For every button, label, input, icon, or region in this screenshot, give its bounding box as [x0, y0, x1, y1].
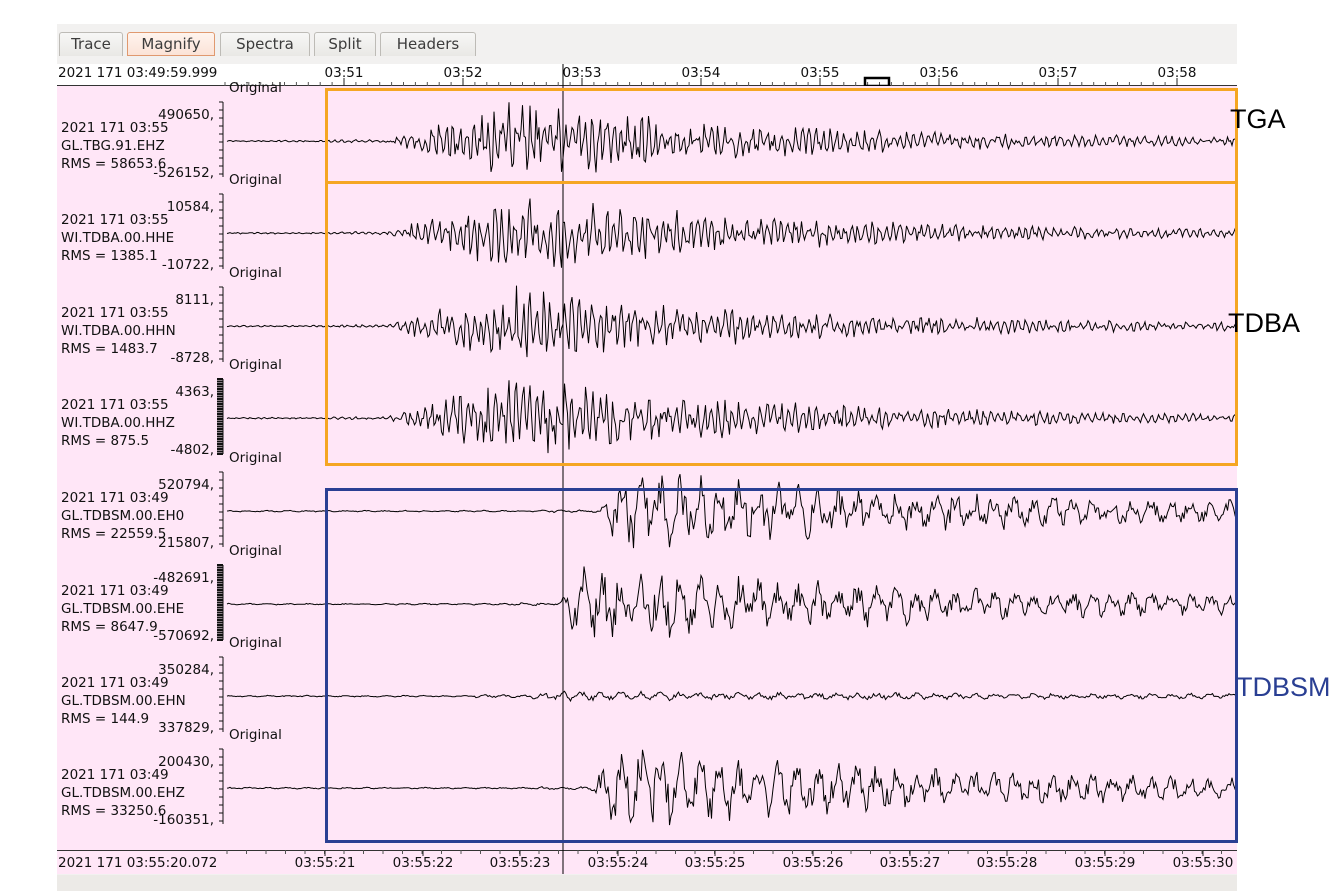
tab-magnify[interactable]: Magnify: [127, 32, 215, 56]
trace-min-amplitude: -570692,: [153, 628, 214, 644]
bottom-axis-tick-label: 03:55:30: [1172, 855, 1234, 871]
top-axis-tick-label: 03:56: [919, 65, 959, 81]
highlight-box-tdba: [325, 181, 1238, 466]
trace-date: 2021 171 03:55: [61, 397, 169, 413]
top-axis-start-label: 2021 171 03:49:59.999: [58, 65, 218, 81]
top-time-axis[interactable]: 2021 171 03:49:59.999 03:51 03:52 03:53 03:…: [57, 64, 1237, 86]
trace-channel: GL.TDBSM.00.EHZ: [61, 785, 185, 801]
top-axis-tick-label: 03:52: [443, 65, 483, 81]
trace-date: 2021 171 03:49: [61, 767, 169, 783]
zoom-window-marker: [863, 76, 891, 86]
trace-rms: RMS = 144.9: [61, 711, 150, 727]
waveform-trace: [226, 690, 1237, 703]
trace-max-amplitude: 8111,: [175, 292, 214, 308]
trace-rms: RMS = 8647.9: [61, 619, 158, 635]
trace-date: 2021 171 03:49: [61, 583, 169, 599]
seismogram-viewer-window: Trace Magnify Spectra Split Headers 2021…: [57, 24, 1237, 891]
bottom-axis-tick-label: 03:55:29: [1074, 855, 1136, 871]
tab-bar: Trace Magnify Spectra Split Headers: [57, 27, 1237, 65]
trace-date: 2021 171 03:55: [61, 212, 169, 228]
trace-date: 2021 171 03:49: [61, 490, 169, 506]
trace-filter-label: Original: [229, 80, 282, 96]
trace-filter-label: Original: [229, 635, 282, 651]
waveform-trace: [226, 285, 1237, 358]
top-axis-tick-label: 03:57: [1038, 65, 1078, 81]
annotation-tdba: TDBA: [1228, 308, 1301, 338]
trace-max-amplitude: 350284,: [158, 662, 214, 678]
waveform-trace: [226, 474, 1237, 549]
bottom-axis-tick-label: 03:55:25: [684, 855, 746, 871]
trace-rms: RMS = 22559.5: [61, 526, 167, 542]
trace-filter-label: Original: [229, 172, 282, 188]
trace-channel: GL.TDBSM.00.EHE: [61, 601, 185, 617]
tab-headers[interactable]: Headers: [380, 32, 476, 56]
trace-min-amplitude: -10722,: [161, 257, 214, 273]
trace-min-amplitude: -526152,: [153, 165, 214, 181]
trace-filter-label: Original: [229, 265, 282, 281]
trace-channel: WI.TDBA.00.HHN: [61, 323, 176, 339]
waveform-trace: [226, 566, 1237, 638]
trace-channel: GL.TDBSM.00.EH0: [61, 508, 185, 524]
trace-min-amplitude: 337829,: [158, 720, 214, 736]
trace-max-amplitude: 4363,: [175, 384, 214, 400]
waveform-trace: [226, 749, 1237, 826]
annotation-tdbsm: TDBSM: [1236, 672, 1331, 702]
trace-min-amplitude: -4802,: [170, 442, 214, 458]
trace-min-amplitude: -8728,: [170, 350, 214, 366]
trace-date: 2021 171 03:55: [61, 120, 169, 136]
trace-rms: RMS = 875.5: [61, 433, 150, 449]
tab-trace[interactable]: Trace: [59, 32, 123, 56]
trace-min-amplitude: 215807,: [158, 535, 214, 551]
trace-filter-label: Original: [229, 727, 282, 743]
top-axis-tick-label: 03:54: [681, 65, 721, 81]
trace-channel: GL.TBG.91.EHZ: [61, 138, 165, 154]
annotation-tga: TGA: [1230, 104, 1286, 134]
trace-channel: WI.TDBA.00.HHZ: [61, 415, 175, 431]
trace-rms: RMS = 1385.1: [61, 248, 158, 264]
tab-split[interactable]: Split: [314, 32, 376, 56]
waveform-canvas[interactable]: [57, 86, 1237, 850]
bottom-axis-tick-label: 03:55:26: [782, 855, 844, 871]
trace-rms: RMS = 1483.7: [61, 341, 158, 357]
trace-max-amplitude: 10584,: [166, 199, 214, 215]
trace-max-amplitude: 520794,: [158, 477, 214, 493]
waveform-trace: [226, 380, 1237, 454]
tab-spectra[interactable]: Spectra: [220, 32, 310, 56]
top-axis-tick-label: 03:58: [1157, 65, 1197, 81]
highlight-box-tga: [325, 88, 1238, 184]
trace-filter-label: Original: [229, 357, 282, 373]
trace-date: 2021 171 03:55: [61, 305, 169, 321]
bottom-axis-tick-label: 03:55:28: [976, 855, 1038, 871]
trace-plot-area[interactable]: [57, 86, 1237, 850]
trace-channel: WI.TDBA.00.HHE: [61, 230, 175, 246]
waveform-trace: [226, 198, 1237, 268]
trace-rms: RMS = 33250.6: [61, 803, 167, 819]
trace-rms: RMS = 58653.6: [61, 156, 167, 172]
status-bar: [57, 875, 1237, 891]
bottom-axis-tick-label: 03:55:21: [294, 855, 356, 871]
highlight-box-tdbsm: [325, 488, 1238, 843]
bottom-axis-tick-label: 03:55:23: [489, 855, 551, 871]
trace-filter-label: Original: [229, 543, 282, 559]
trace-min-amplitude: -160351,: [153, 812, 214, 828]
waveform-trace: [226, 102, 1237, 173]
trace-max-amplitude: 200430,: [158, 754, 214, 770]
trace-filter-label: Original: [229, 450, 282, 466]
top-axis-tick-label: 03:53: [562, 65, 602, 81]
trace-max-amplitude: -482691,: [153, 570, 214, 586]
trace-channel: GL.TDBSM.00.EHN: [61, 693, 186, 709]
top-axis-tick-label: 03:55: [800, 65, 840, 81]
top-axis-tick-label: 03:51: [324, 65, 364, 81]
bottom-axis-tick-label: 03:55:22: [392, 855, 454, 871]
bottom-axis-tick-label: 03:55:27: [879, 855, 941, 871]
trace-max-amplitude: 490650,: [158, 107, 214, 123]
bottom-axis-ticks: [57, 850, 1237, 874]
bottom-axis-start-label: 2021 171 03:55:20.072: [58, 855, 218, 871]
top-axis-ticks: [57, 64, 1237, 86]
bottom-time-axis: 2021 171 03:55:20.072 03:55:21 03:55:22 03…: [57, 850, 1237, 874]
trace-date: 2021 171 03:49: [61, 675, 169, 691]
bottom-axis-tick-label: 03:55:24: [587, 855, 649, 871]
